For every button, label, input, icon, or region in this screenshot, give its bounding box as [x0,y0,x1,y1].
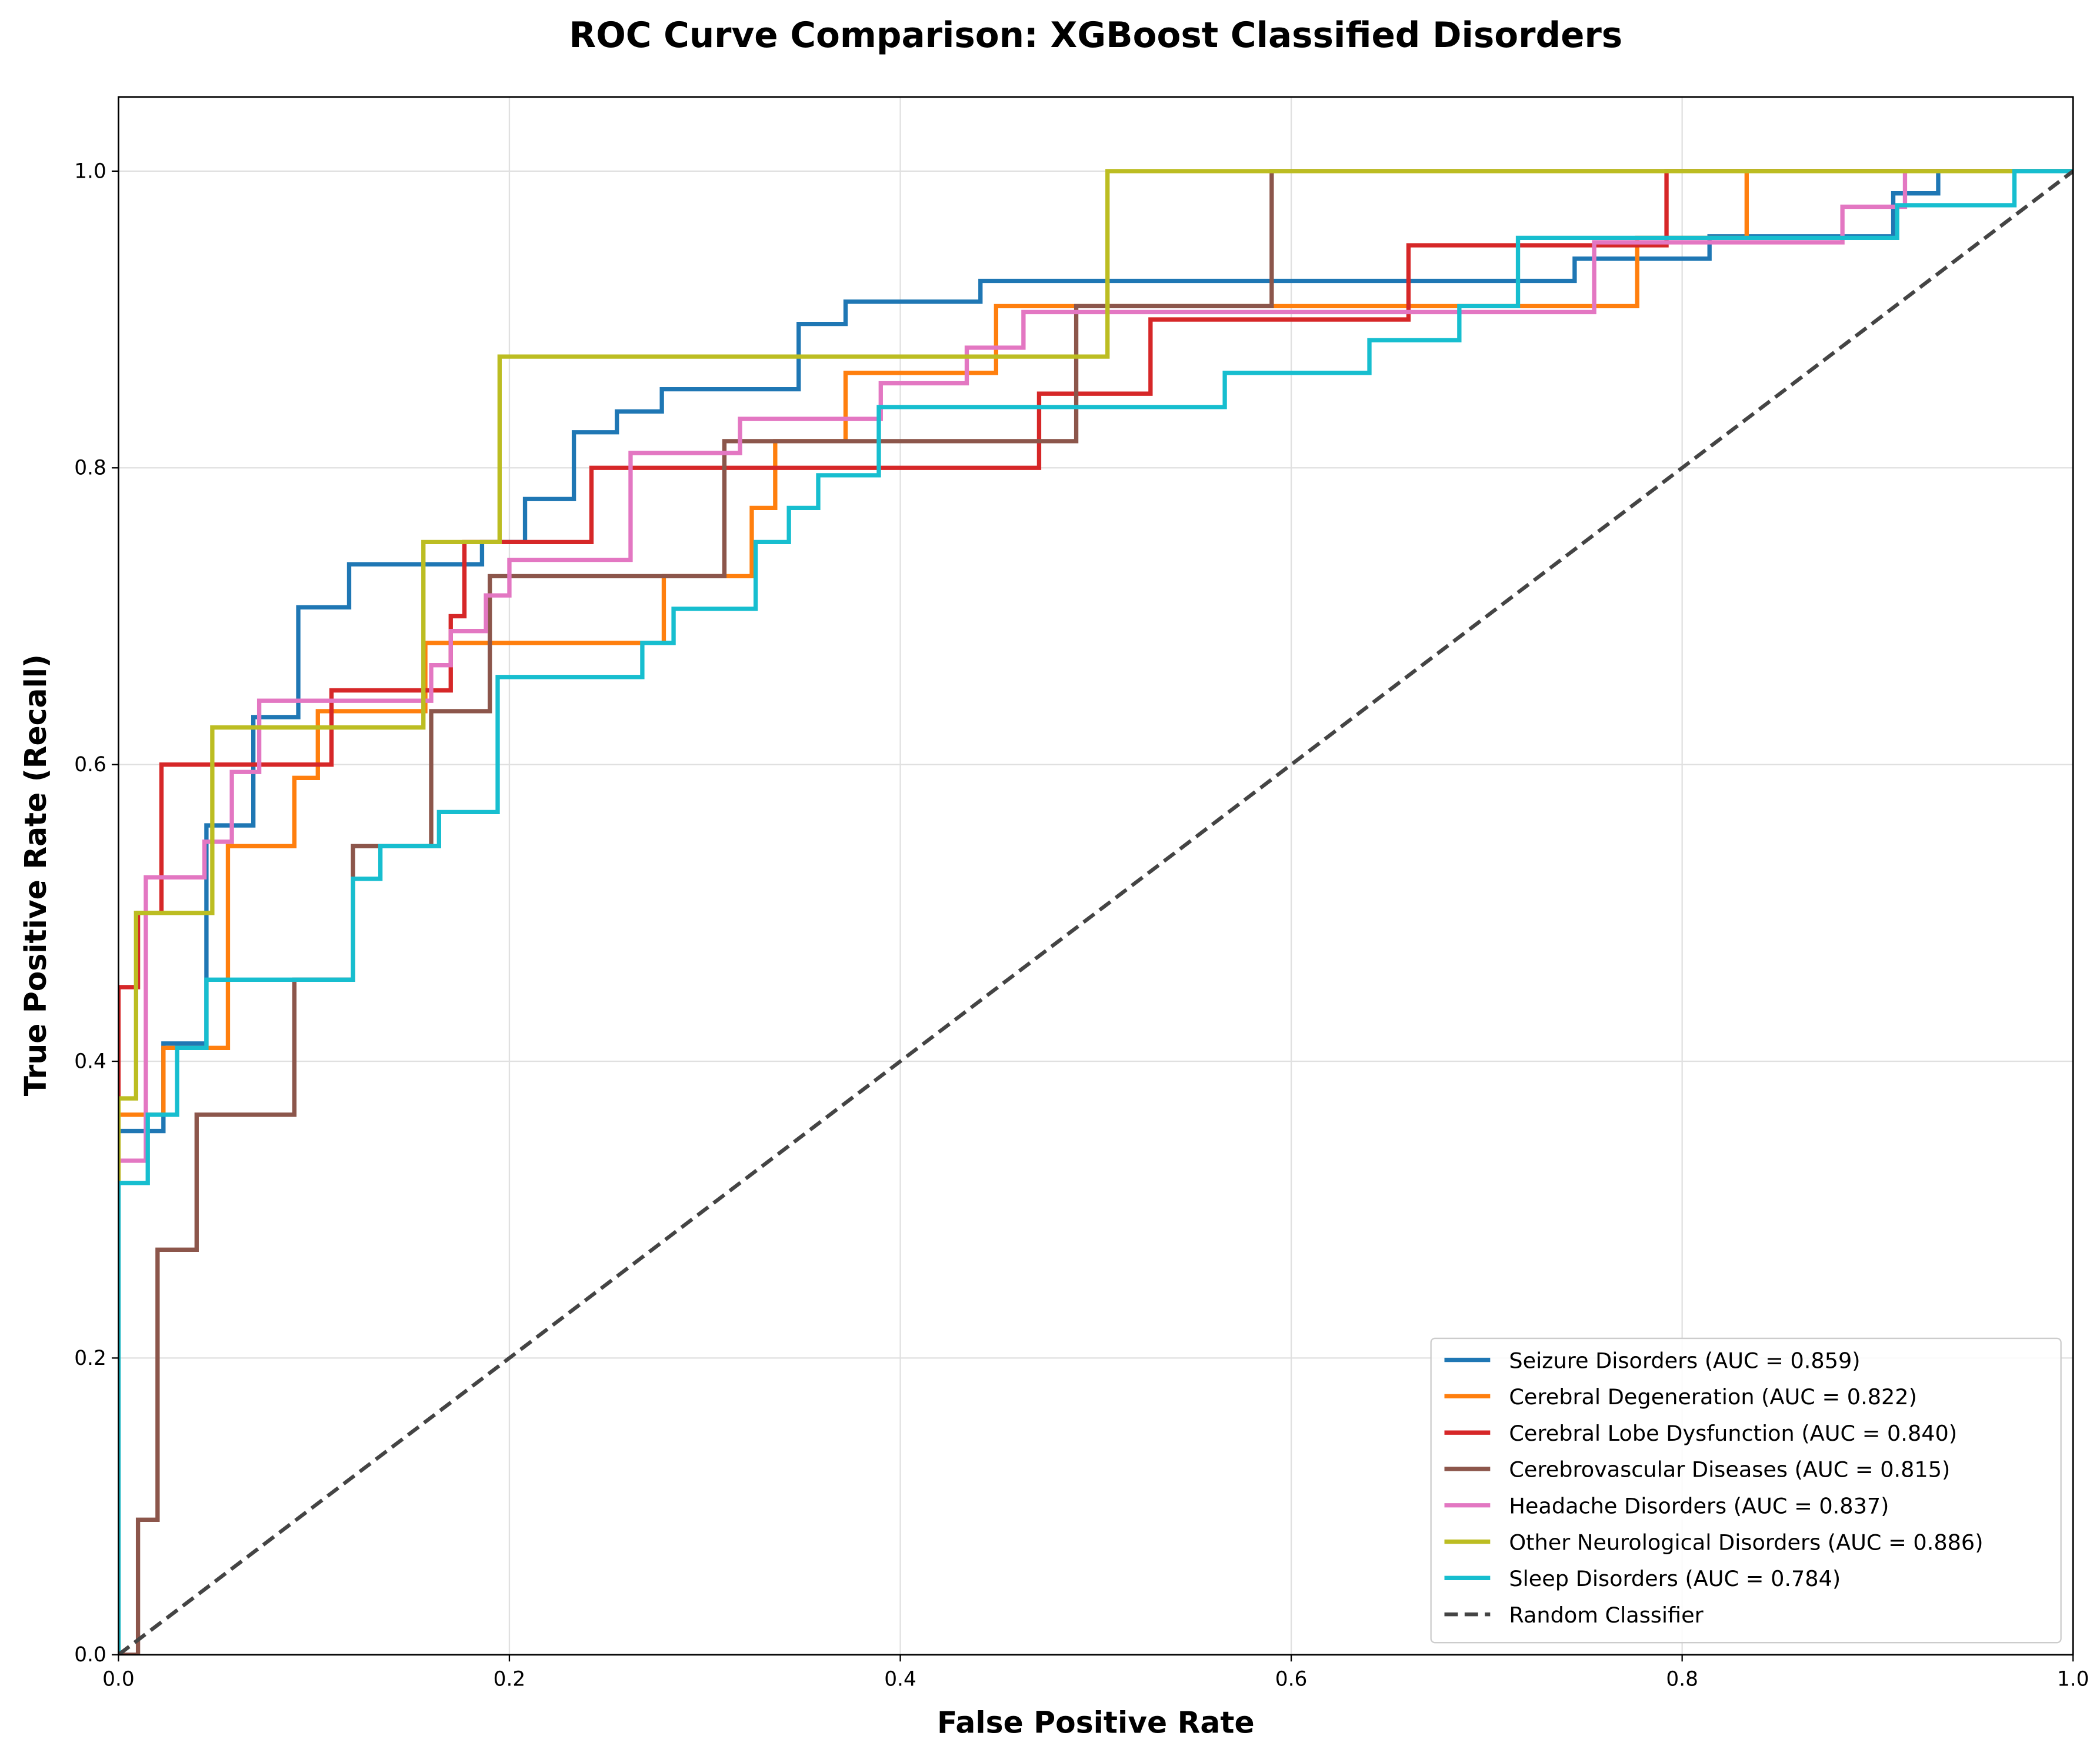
plot-frame [118,96,2074,1656]
y-tick-label: 0.8 [74,457,106,480]
y-axis-label: True Positive Rate (Recall) [18,654,53,1096]
y-tick-label: 1.0 [74,159,106,183]
legend-label: Random Classifier [1509,1603,1704,1628]
roc-line [118,169,2074,1655]
y-tick-label: 0.6 [74,753,106,777]
legend-box [1430,1337,2062,1644]
x-axis-label: False Positive Rate [937,1705,1255,1740]
y-tick-label: 0.4 [74,1050,106,1073]
x-tick-label: 0.4 [884,1667,916,1691]
x-tick-label: 0.0 [102,1667,135,1691]
chart-title: ROC Curve Comparison: XGBoost Classified… [569,15,1622,56]
x-tick-label: 0.8 [1666,1667,1698,1691]
roc-line [118,169,2074,1655]
legend-label: Cerebral Lobe Dysfunction (AUC = 0.840) [1509,1421,1957,1446]
legend-label: Cerebrovascular Diseases (AUC = 0.815) [1509,1457,1950,1483]
x-tick-label: 0.2 [494,1667,526,1691]
roc-line [118,169,2074,1655]
legend-label: Cerebral Degeneration (AUC = 0.822) [1509,1384,1917,1410]
roc-line [118,169,2074,1655]
legend-label: Headache Disorders (AUC = 0.837) [1509,1493,1889,1518]
x-tick-label: 0.6 [1275,1667,1308,1691]
y-tick-label: 0.2 [74,1347,106,1370]
legend-label: Sleep Disorders (AUC = 0.784) [1509,1566,1841,1591]
roc-line [118,169,2074,1655]
x-tick-label: 1.0 [2057,1667,2089,1691]
legend-label: Seizure Disorders (AUC = 0.859) [1509,1348,1860,1373]
y-tick-label: 0.0 [74,1643,106,1667]
legend-label: Other Neurological Disorders (AUC = 0.88… [1509,1530,1983,1555]
